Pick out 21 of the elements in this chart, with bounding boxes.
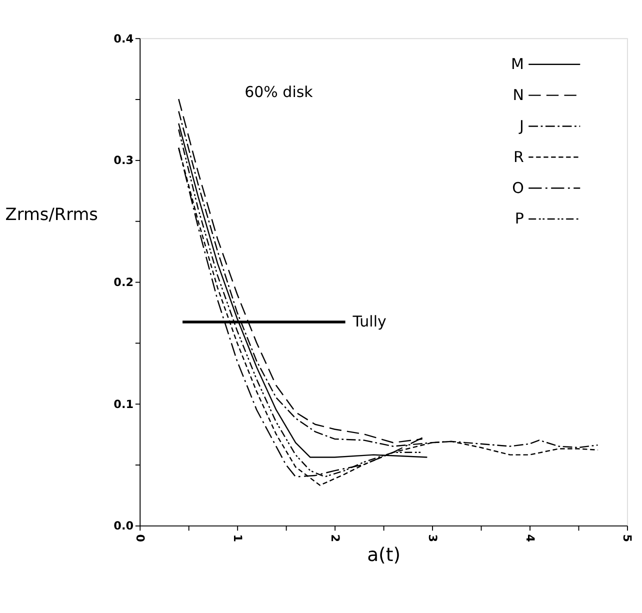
legend-label: P [514, 210, 524, 228]
x-tick-label: 1 [230, 534, 244, 542]
annotation: 60% disk [244, 83, 314, 102]
legend-label: O [512, 178, 524, 197]
x-tick-label: 3 [426, 534, 439, 542]
x-tick-label: 0 [133, 534, 146, 542]
y-tick-label: 0.3 [114, 154, 134, 168]
x-tick-label: 4 [523, 534, 536, 542]
y-tick-label: 0.2 [114, 276, 134, 290]
x-tick-label: 2 [328, 534, 342, 542]
legend-label: J [518, 116, 524, 135]
y-tick-label: 0.4 [114, 32, 134, 46]
y-axis-title: Zrms/Rrms [5, 204, 98, 224]
x-axis-title: a(t) [367, 544, 401, 566]
legend-label: M [510, 55, 524, 74]
legend-label: R [513, 148, 524, 166]
series-label: Tully [352, 312, 387, 331]
y-tick-label: 0.1 [114, 398, 134, 411]
legend-label: N [512, 86, 524, 104]
y-tick-label: 0.0 [114, 520, 134, 533]
x-tick-label: 5 [620, 534, 634, 542]
